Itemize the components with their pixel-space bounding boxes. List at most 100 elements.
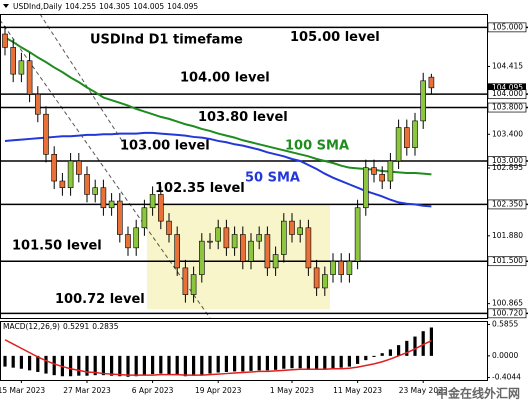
macd-bar xyxy=(397,345,401,356)
macd-bar xyxy=(208,355,212,374)
candle-body xyxy=(190,274,197,295)
macd-bar xyxy=(3,355,7,367)
macd-bar xyxy=(175,355,179,376)
candle-body xyxy=(76,160,82,175)
candle-body xyxy=(256,234,263,242)
macd-signal xyxy=(4,339,432,376)
y-tick-label: 105.000 xyxy=(492,22,523,31)
level-label: 102.35 level xyxy=(155,181,245,196)
candle-body xyxy=(149,194,156,209)
x-tick-label: 11 May 2023 xyxy=(333,386,382,395)
macd-bar xyxy=(192,355,196,376)
candle-body xyxy=(51,154,58,182)
macd-bar xyxy=(347,355,351,367)
macd-bar xyxy=(249,355,253,371)
candle-body xyxy=(125,234,131,249)
macd-bar xyxy=(274,355,278,370)
candle-body xyxy=(100,187,107,209)
y-tick-label: 101.880 xyxy=(492,231,523,240)
macd-header: MACD(12,26,9) 0.5291 0.2835 xyxy=(3,322,119,331)
x-tick-label: 15 Mar 2023 xyxy=(0,386,45,395)
header-field: 104.305 xyxy=(99,2,130,11)
macd-bar xyxy=(356,355,360,364)
macd-bar xyxy=(85,355,89,376)
x-tick-label: 1 May 2023 xyxy=(270,386,314,395)
macd-bar xyxy=(380,353,384,356)
macd-bar xyxy=(265,355,269,371)
candle-body xyxy=(199,240,205,275)
x-tick-label: 19 Apr 2023 xyxy=(195,386,242,395)
candle-body xyxy=(92,187,98,195)
candle-body xyxy=(371,167,377,175)
macd-bar xyxy=(126,355,130,377)
candle-body xyxy=(166,220,172,235)
macd-bar xyxy=(69,355,73,377)
sma-line xyxy=(4,131,432,208)
main-panel-border xyxy=(0,14,488,319)
candle-body xyxy=(117,200,123,235)
candle-body xyxy=(338,260,345,275)
macd-bar xyxy=(331,355,335,369)
macd-bar xyxy=(405,340,409,356)
level-label: 101.50 level xyxy=(12,239,102,254)
macd-bar xyxy=(77,355,81,376)
candle-body xyxy=(428,76,435,89)
macd-header-field: MACD(12,26,9) xyxy=(3,322,60,331)
macd-bar xyxy=(142,355,146,376)
macd-bar xyxy=(339,355,343,368)
y-tick-label: 104.000 xyxy=(492,89,523,98)
macd-bar xyxy=(421,331,425,356)
candle-body xyxy=(59,180,66,189)
level-label: 105.00 level xyxy=(290,30,380,45)
y-tick-label: 100.865 xyxy=(492,299,523,308)
y-tick-label: 103.800 xyxy=(492,103,523,112)
candle-body xyxy=(289,220,295,235)
price-tag xyxy=(488,83,526,93)
sma-label: 100 SMA xyxy=(285,139,349,154)
candle-body xyxy=(215,227,221,242)
candle-body xyxy=(240,234,246,262)
macd-bar xyxy=(200,355,204,375)
macd-y-tick-label: -0.4044 xyxy=(492,373,521,382)
macd-bar xyxy=(52,355,56,376)
candle-body xyxy=(2,33,8,48)
level-tag xyxy=(487,89,527,100)
y-tick-label: 103.400 xyxy=(492,129,523,138)
macd-bar xyxy=(224,355,228,372)
candle-body xyxy=(174,234,180,269)
macd-bar xyxy=(282,355,286,369)
candle-body xyxy=(321,274,328,289)
y-tick-label: 104.415 xyxy=(492,61,523,70)
plot-layer: 105.00 level 104.00 level 103.80 level 103.… xyxy=(0,13,528,377)
macd-bar xyxy=(44,355,48,374)
macd-bar xyxy=(36,355,40,372)
candle-body xyxy=(395,127,402,162)
y-tick-label: 101.500 xyxy=(492,256,523,265)
candle-body xyxy=(108,200,115,209)
candle-body xyxy=(420,80,427,122)
macd-y-tick-label: 0.0000 xyxy=(492,351,518,360)
y-tick-label: 102.895 xyxy=(492,163,523,172)
macd-bar xyxy=(323,355,327,369)
candle-body xyxy=(387,160,394,182)
candle-body xyxy=(313,267,320,289)
macd-bar xyxy=(134,355,138,377)
chart-title: USDInd D1 timefame xyxy=(90,33,243,48)
macd-bar xyxy=(233,355,237,372)
candle-body xyxy=(67,160,74,189)
macd-bar xyxy=(290,355,294,369)
candle-body xyxy=(34,93,41,115)
y-tick-label: 103.000 xyxy=(492,156,523,165)
macd-bar xyxy=(159,355,163,374)
macd-bar xyxy=(151,355,155,375)
header-field: 104.095 xyxy=(167,2,198,11)
candle-body xyxy=(412,120,418,148)
macd-bar xyxy=(315,355,319,370)
candle-body xyxy=(84,174,90,195)
macd-bar xyxy=(388,349,392,356)
candle-body xyxy=(264,234,271,269)
header-field: USDInd,Daily xyxy=(13,2,63,11)
candle-body xyxy=(158,194,164,222)
